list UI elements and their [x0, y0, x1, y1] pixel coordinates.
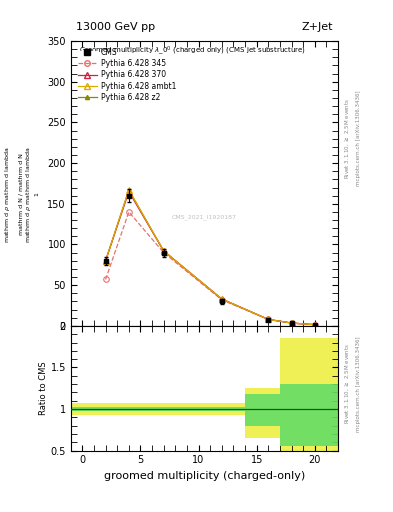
Pythia 6.428 370	[266, 316, 271, 323]
Pythia 6.428 ambt1	[289, 320, 294, 326]
Text: Groomed multiplicity $\lambda\_0^0$ (charged only) (CMS jet substructure): Groomed multiplicity $\lambda\_0^0$ (cha…	[79, 44, 306, 57]
Bar	[245, 394, 280, 425]
Pythia 6.428 z2	[219, 296, 224, 302]
Line: Pythia 6.428 345: Pythia 6.428 345	[103, 209, 318, 328]
Line: Pythia 6.428 z2: Pythia 6.428 z2	[103, 188, 317, 327]
Bar	[280, 384, 315, 446]
Text: mathrm d$^2$N
mathrm d $\rho$ mathrm d lambda

mathrm d N / mathrm d N
mathrm d : mathrm d$^2$N mathrm d $\rho$ mathrm d l…	[0, 146, 39, 243]
Line: Pythia 6.428 ambt1: Pythia 6.428 ambt1	[103, 187, 318, 328]
Legend: CMS, Pythia 6.428 345, Pythia 6.428 370, Pythia 6.428 ambt1, Pythia 6.428 z2: CMS, Pythia 6.428 345, Pythia 6.428 370,…	[75, 45, 179, 105]
Line: Pythia 6.428 370: Pythia 6.428 370	[103, 189, 318, 328]
Pythia 6.428 345	[266, 316, 271, 323]
Text: CMS_2021_I1920187: CMS_2021_I1920187	[172, 215, 237, 221]
Bar	[315, 338, 338, 457]
X-axis label: groomed multiplicity (charged-only): groomed multiplicity (charged-only)	[104, 471, 305, 481]
Pythia 6.428 345	[312, 322, 317, 328]
Pythia 6.428 345	[127, 209, 131, 215]
Pythia 6.428 ambt1	[162, 248, 166, 254]
Bar	[71, 407, 245, 412]
Pythia 6.428 345	[219, 297, 224, 303]
Pythia 6.428 370	[312, 322, 317, 328]
Pythia 6.428 370	[289, 320, 294, 326]
Pythia 6.428 370	[103, 258, 108, 264]
Pythia 6.428 345	[103, 276, 108, 283]
Pythia 6.428 z2	[103, 258, 108, 264]
Text: 13000 GeV pp: 13000 GeV pp	[76, 23, 155, 32]
Pythia 6.428 ambt1	[103, 258, 108, 264]
Text: mcplots.cern.ch [arXiv:1306.3436]: mcplots.cern.ch [arXiv:1306.3436]	[356, 336, 361, 432]
Text: Z+Jet: Z+Jet	[301, 23, 332, 32]
Pythia 6.428 370	[127, 188, 131, 195]
Pythia 6.428 345	[289, 320, 294, 326]
Bar	[71, 403, 245, 415]
Pythia 6.428 ambt1	[312, 322, 317, 328]
Pythia 6.428 z2	[127, 187, 131, 193]
Pythia 6.428 ambt1	[127, 187, 131, 193]
Y-axis label: Ratio to CMS: Ratio to CMS	[39, 361, 48, 415]
Pythia 6.428 ambt1	[219, 296, 224, 302]
Pythia 6.428 345	[162, 249, 166, 255]
Pythia 6.428 370	[162, 248, 166, 254]
Pythia 6.428 z2	[312, 322, 317, 328]
Bar	[280, 338, 315, 457]
Text: mcplots.cern.ch [arXiv:1306.3436]: mcplots.cern.ch [arXiv:1306.3436]	[356, 91, 361, 186]
Pythia 6.428 ambt1	[266, 316, 271, 323]
Pythia 6.428 370	[219, 296, 224, 302]
Text: Rivet 3.1.10, $\geq$ 2.5M events: Rivet 3.1.10, $\geq$ 2.5M events	[344, 344, 351, 424]
Bar	[245, 388, 280, 438]
Bar	[315, 384, 338, 446]
Text: Rivet 3.1.10, $\geq$ 2.5M events: Rivet 3.1.10, $\geq$ 2.5M events	[344, 98, 351, 179]
Pythia 6.428 z2	[266, 316, 271, 323]
Pythia 6.428 z2	[289, 320, 294, 326]
Pythia 6.428 z2	[162, 248, 166, 254]
